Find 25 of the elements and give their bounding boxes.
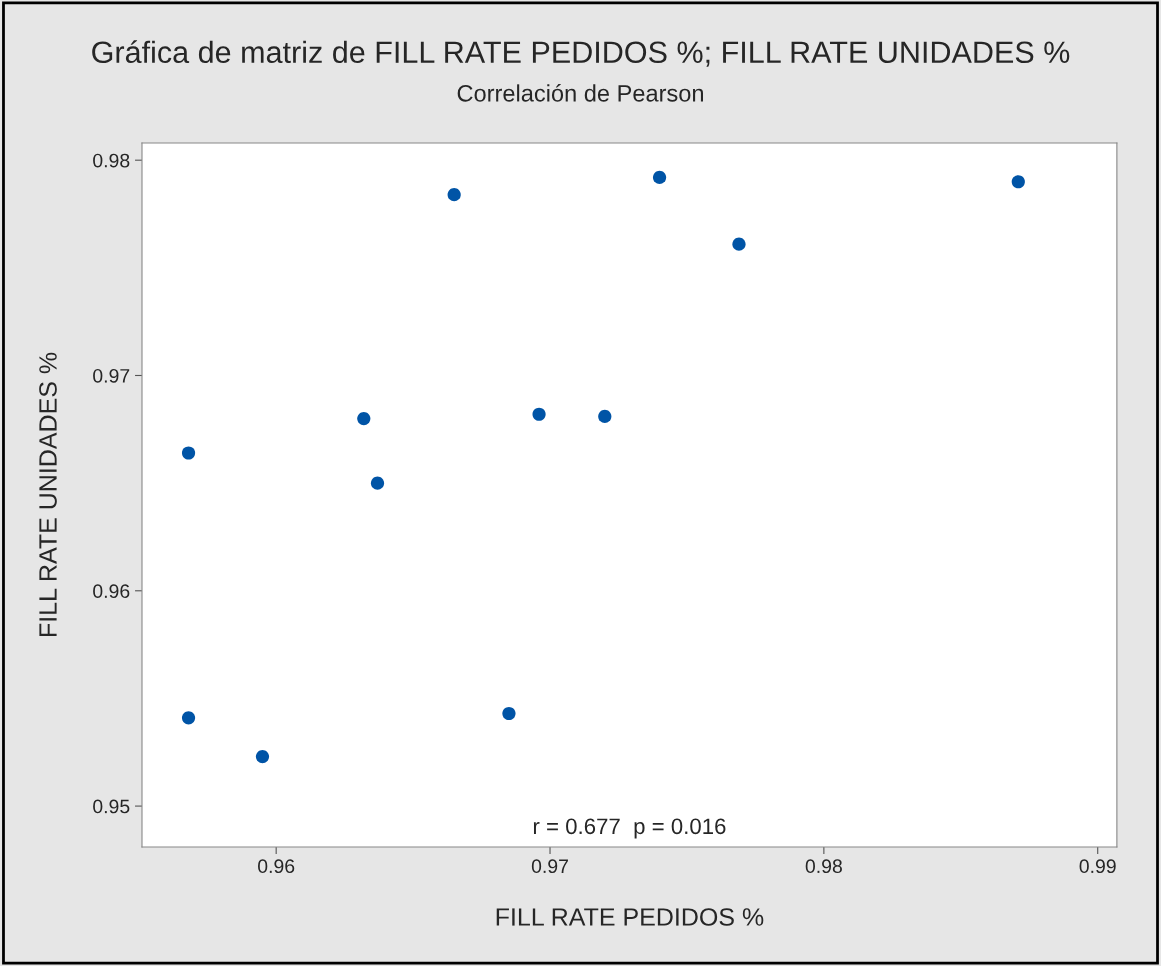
chart-title: Gráfica de matriz de FILL RATE PEDIDOS %; FILL RATE UNIDADES % (92, 40, 1070, 67)
y-axis-title: FILL RATE UNIDADES % (39, 352, 57, 637)
y-tick-label: 0.95 (93, 799, 130, 814)
y-tick-label: 0.98 (93, 153, 130, 168)
point (502, 706, 516, 721)
point (598, 409, 612, 423)
point (447, 188, 461, 202)
point (181, 446, 196, 460)
x-tick-label: 0.96 (258, 859, 295, 874)
annotation: r = 0.677 p = 0.016 (533, 818, 726, 839)
x-axis-title: FILL RATE PEDIDOS % (496, 908, 764, 926)
x-tick-label: 0.99 (1079, 859, 1116, 874)
y-tick-label: 0.96 (93, 584, 130, 599)
point (732, 237, 746, 251)
x-tick-label: 0.97 (531, 859, 568, 874)
point (532, 407, 546, 421)
point (1011, 175, 1025, 189)
point (181, 711, 196, 725)
chart-subtitle: Correlación de Pearson (457, 84, 703, 102)
y-tick-label: 0.97 (93, 368, 130, 383)
x-tick-label: 0.98 (805, 859, 842, 874)
point (370, 476, 385, 490)
point (652, 170, 667, 184)
point (255, 749, 270, 764)
point (357, 411, 371, 426)
